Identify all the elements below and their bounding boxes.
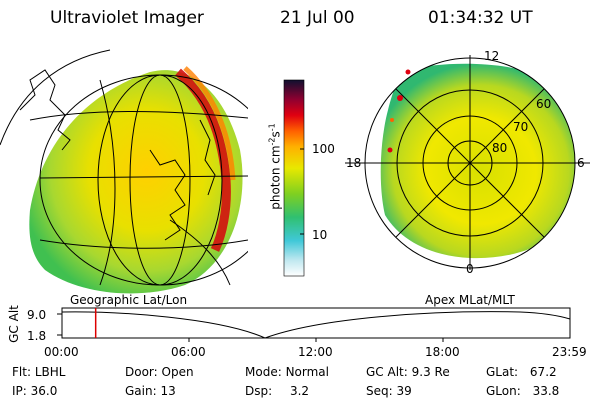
colorbar-tick-10: 10 bbox=[312, 228, 328, 242]
time-tick-0000: 00:00 bbox=[44, 345, 79, 359]
time-label: 01:34:32 UT bbox=[428, 8, 533, 28]
time-tick-1200: 12:00 bbox=[298, 345, 333, 359]
left-panel-label: Geographic Lat/Lon bbox=[70, 293, 188, 307]
auroral-emission-right bbox=[380, 63, 575, 259]
auroral-arc bbox=[175, 68, 231, 252]
mlt-label-18: 18 bbox=[346, 156, 362, 170]
altitude-ytick-bottom: 1.8 bbox=[27, 329, 47, 343]
gain-info: Gain: 13 bbox=[125, 384, 176, 398]
right-panel-label: Apex MLat/MLT bbox=[425, 293, 515, 307]
filter-info: Flt: LBHL bbox=[12, 365, 66, 379]
geographic-image bbox=[0, 49, 248, 294]
colorbar bbox=[283, 79, 305, 277]
altitude-ylabel: GC Alt bbox=[7, 305, 21, 343]
instrument-title: Ultraviolet Imager bbox=[50, 8, 204, 28]
mlt-label-0: 0 bbox=[466, 262, 474, 276]
glat-info: GLat: 67.2 bbox=[486, 365, 557, 379]
polar-image bbox=[345, 55, 590, 270]
door-info: Door: Open bbox=[125, 365, 194, 379]
colorbar-tick-100: 100 bbox=[312, 142, 335, 156]
seq-info: Seq: 39 bbox=[366, 384, 412, 398]
date-label: 21 Jul 00 bbox=[280, 8, 355, 28]
mlt-label-12: 12 bbox=[484, 49, 500, 63]
glon-info: GLon: 33.8 bbox=[486, 384, 560, 398]
time-tick-2359: 23:59 bbox=[552, 345, 587, 359]
mlt-label-6: 6 bbox=[577, 156, 585, 170]
time-tick-0600: 06:00 bbox=[171, 345, 206, 359]
altitude-curve bbox=[61, 311, 571, 339]
colorbar-title: photon cm-2s-1 bbox=[267, 123, 283, 210]
lat-label-60: 60 bbox=[536, 97, 552, 111]
ip-info: IP: 36.0 bbox=[12, 384, 58, 398]
dsp-info: Dsp: 3.2 bbox=[245, 384, 310, 398]
altitude-plot bbox=[57, 307, 571, 342]
gc-alt-info: GC Alt: 9.3 Re bbox=[366, 365, 450, 379]
coastline bbox=[19, 69, 216, 241]
altitude-ytick-top: 9.0 bbox=[27, 308, 47, 322]
lat-label-70: 70 bbox=[513, 120, 529, 134]
mode-info: Mode: Normal bbox=[245, 365, 329, 379]
time-tick-1800: 18:00 bbox=[425, 345, 460, 359]
lat-label-80: 80 bbox=[492, 141, 508, 155]
auroral-emission-left bbox=[29, 70, 243, 294]
